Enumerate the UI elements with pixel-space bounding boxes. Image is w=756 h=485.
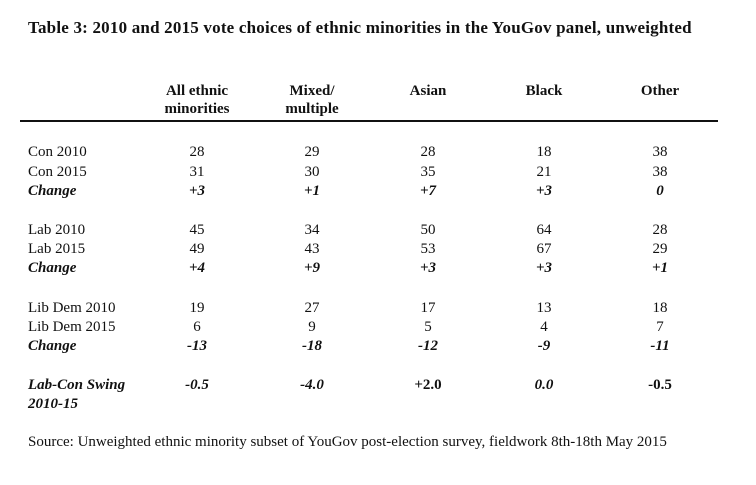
col-header-black: Black: [525, 83, 563, 99]
table-cell: 31: [189, 164, 205, 180]
row-label: Lab-Con Swing 2010-15: [28, 377, 126, 412]
table-cell: +3: [419, 260, 437, 276]
table-cell: -11: [650, 338, 670, 354]
table-cell: 34: [304, 222, 320, 238]
table-cell: +2.0: [414, 377, 442, 393]
row-label: Change: [28, 260, 77, 276]
table-cell: +9: [303, 260, 321, 276]
table-cell: +7: [419, 183, 437, 199]
table-cell: +3: [188, 183, 206, 199]
table-cell: 50: [420, 222, 436, 238]
table-cell: 21: [536, 164, 552, 180]
table-cell: -0.5: [185, 377, 209, 393]
col-header-mixed-multiple: Mixed/ multiple: [285, 83, 339, 117]
row-label: Lib Dem 2010: [28, 300, 116, 316]
table-title: Table 3: 2010 and 2015 vote choices of e…: [28, 18, 692, 37]
table-cell: -13: [187, 338, 207, 354]
table-cell: 53: [420, 241, 436, 257]
table-cell: +1: [651, 260, 669, 276]
table-cell: 0.0: [534, 377, 554, 393]
row-label: Change: [28, 338, 77, 354]
table-cell: -4.0: [300, 377, 324, 393]
table-cell: 30: [304, 164, 320, 180]
table-cell: +4: [188, 260, 206, 276]
table-cell: 17: [420, 300, 436, 316]
table-cell: -9: [537, 338, 551, 354]
col-header-all-ethnic-minorities: All ethnic minorities: [164, 83, 230, 117]
table-cell: -0.5: [648, 377, 672, 393]
row-label: Lib Dem 2015: [28, 319, 116, 335]
row-label: Con 2010: [28, 144, 87, 160]
col-header-other: Other: [640, 83, 680, 99]
table-cell: +3: [535, 260, 553, 276]
table-cell: 6: [193, 319, 201, 335]
table-cell: 18: [536, 144, 552, 160]
row-label: Change: [28, 183, 77, 199]
table-cell: 29: [304, 144, 320, 160]
table-cell: 67: [536, 241, 552, 257]
table-cell: 45: [189, 222, 205, 238]
col-header-asian: Asian: [409, 83, 447, 99]
table-cell: 28: [189, 144, 205, 160]
table-cell: 35: [420, 164, 436, 180]
row-label: Lab 2015: [28, 241, 86, 257]
table-cell: 0: [656, 183, 664, 199]
table-cell: 4: [540, 319, 548, 335]
table-cell: +3: [535, 183, 553, 199]
table-cell: 7: [656, 319, 664, 335]
row-label: Con 2015: [28, 164, 87, 180]
table-cell: 19: [189, 300, 205, 316]
header-rule: [20, 120, 718, 122]
row-label: Lab 2010: [28, 222, 86, 238]
table-cell: -12: [418, 338, 438, 354]
table-cell: 38: [652, 144, 668, 160]
source-note: Source: Unweighted ethnic minority subse…: [28, 434, 667, 450]
table-cell: 28: [420, 144, 436, 160]
table-cell: 13: [536, 300, 552, 316]
table-cell: 28: [652, 222, 668, 238]
table-cell: -18: [302, 338, 322, 354]
table-cell: 18: [652, 300, 668, 316]
table-cell: 43: [304, 241, 320, 257]
table-cell: 5: [424, 319, 432, 335]
table-cell: 64: [536, 222, 552, 238]
table-cell: 29: [652, 241, 668, 257]
table-cell: 27: [304, 300, 320, 316]
table-cell: 38: [652, 164, 668, 180]
table-cell: 9: [308, 319, 316, 335]
table-cell: +1: [303, 183, 321, 199]
table-cell: 49: [189, 241, 205, 257]
